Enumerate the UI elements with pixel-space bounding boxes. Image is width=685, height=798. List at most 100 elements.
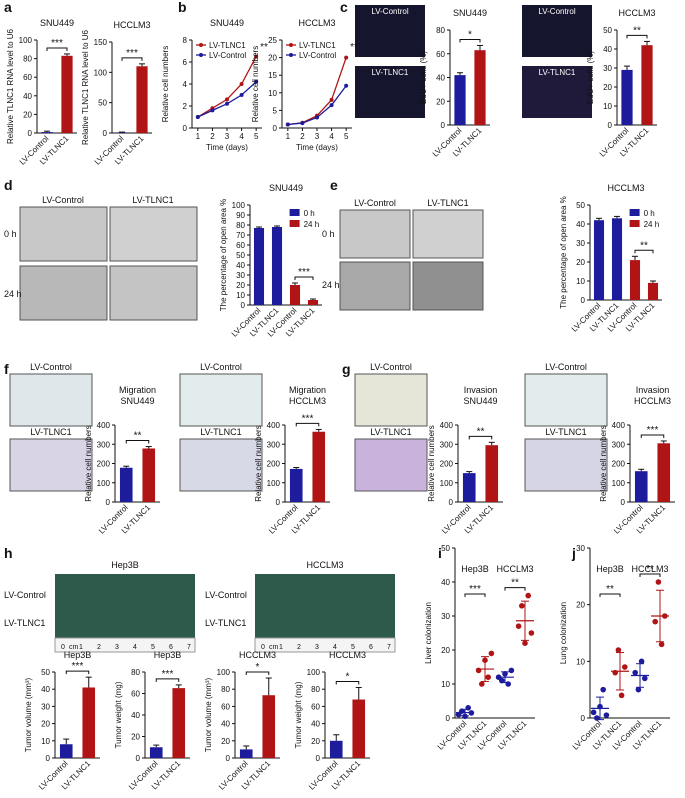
y-axis-label: Lung colonization xyxy=(559,602,568,664)
chart-title: Invasion xyxy=(464,385,498,395)
point xyxy=(344,55,349,60)
y-tick-label: 100 xyxy=(94,68,108,77)
bar xyxy=(119,467,133,502)
y-tick-label: 40 xyxy=(41,685,50,694)
y-tick-label: 20 xyxy=(221,737,230,746)
image xyxy=(522,66,592,118)
legend-marker xyxy=(199,43,203,47)
chart-title: SNU449 xyxy=(120,396,154,406)
panel-label: h xyxy=(4,545,13,561)
point xyxy=(225,97,229,102)
y-tick-label: 0 xyxy=(183,124,188,133)
x-tick-label: 2 xyxy=(300,132,305,141)
image xyxy=(339,209,411,259)
bar xyxy=(593,220,605,300)
bar xyxy=(59,744,73,758)
image-label: LV-TLNC1 xyxy=(545,427,586,437)
point xyxy=(642,675,648,682)
y-tick-label: 100 xyxy=(97,479,111,488)
image-label: LV-Control xyxy=(538,7,575,16)
significance-label: *** xyxy=(51,38,63,49)
image-label: 24 h xyxy=(4,289,22,299)
y-tick-label: 10 xyxy=(41,737,50,746)
image xyxy=(179,373,263,427)
significance-label: *** xyxy=(126,48,138,59)
bar xyxy=(657,443,671,502)
y-tick-label: 80 xyxy=(221,685,230,694)
x-tick-label: 4 xyxy=(329,132,334,141)
significance-label: * xyxy=(468,29,472,40)
y-tick-label: 400 xyxy=(267,421,281,430)
ruler-label: 0 xyxy=(261,644,265,651)
image-label: LV-Control xyxy=(30,362,72,372)
point xyxy=(225,101,229,106)
x-tick-label: 4 xyxy=(239,132,244,141)
chart-title: SNU449 xyxy=(269,183,303,193)
bar xyxy=(312,431,326,502)
y-tick-label: 0 xyxy=(449,498,454,507)
point xyxy=(600,686,606,693)
group-label: Hep3B xyxy=(596,564,624,574)
legend-marker xyxy=(199,53,203,57)
line xyxy=(197,56,257,118)
y-tick-label: 50 xyxy=(98,99,107,108)
y-tick-label: 0 xyxy=(441,121,446,130)
bar xyxy=(149,747,163,758)
image xyxy=(179,438,263,492)
y-tick-label: 100 xyxy=(217,668,231,677)
x-tick-label: 5 xyxy=(254,132,259,141)
ruler-label: 5 xyxy=(151,644,155,651)
y-tick-label: 40 xyxy=(311,720,320,729)
panel-label: e xyxy=(330,177,338,193)
point xyxy=(488,650,495,657)
x-tick-label: 3 xyxy=(225,132,230,141)
ruler-label: cm xyxy=(269,644,279,651)
bar xyxy=(454,75,466,125)
significance-label: ** xyxy=(260,42,268,53)
y-tick-label: 25 xyxy=(268,36,277,45)
y-tick-label: 30 xyxy=(576,239,585,248)
bar xyxy=(307,300,319,305)
significance-bracket xyxy=(504,587,526,591)
legend-label: LV-Control xyxy=(299,51,336,60)
point xyxy=(499,677,505,684)
panel-label: g xyxy=(342,361,351,377)
significance-bracket xyxy=(155,678,180,682)
ruler-label: 7 xyxy=(387,644,391,651)
y-axis-label: Tumor volume (mm³) xyxy=(204,677,213,752)
point xyxy=(618,692,625,699)
y-tick-label: 200 xyxy=(440,460,454,469)
y-tick-label: 30 xyxy=(576,544,585,553)
significance-label: ** xyxy=(350,42,358,53)
significance-bracket xyxy=(459,38,481,43)
x-axis-label: Time (days) xyxy=(206,143,248,152)
chart-title: HCCLM3 xyxy=(289,396,326,406)
y-tick-label: 30 xyxy=(41,702,50,711)
image xyxy=(19,206,108,262)
chart-title: HCCLM3 xyxy=(634,396,671,406)
ruler-label: 3 xyxy=(315,644,319,651)
y-tick-label: 20 xyxy=(576,258,585,267)
y-tick-label: 60 xyxy=(436,50,445,59)
bar xyxy=(485,445,499,502)
chart-title: SNU449 xyxy=(463,396,497,406)
y-axis-label: EdU+ cells (%) xyxy=(419,51,428,104)
y-tick-label: 300 xyxy=(440,440,454,449)
image xyxy=(522,5,592,57)
image xyxy=(109,265,198,321)
point xyxy=(525,592,531,599)
y-tick-label: 40 xyxy=(576,220,585,229)
point xyxy=(615,647,622,653)
y-tick-label: 20 xyxy=(603,83,612,92)
image-label: LV-Control xyxy=(200,362,242,372)
point xyxy=(638,658,645,665)
image-label: LV-TLNC1 xyxy=(539,68,576,77)
y-axis-label: Relative cell numbers xyxy=(251,46,260,122)
y-tick-label: 10 xyxy=(603,102,612,111)
y-tick-label: 50 xyxy=(441,544,450,553)
y-tick-label: 40 xyxy=(131,711,140,720)
y-tick-label: 40 xyxy=(603,45,612,54)
image-label: LV-TLNC1 xyxy=(427,198,468,208)
image-label: 0 h xyxy=(322,229,335,239)
image-label: LV-TLNC1 xyxy=(200,427,241,437)
